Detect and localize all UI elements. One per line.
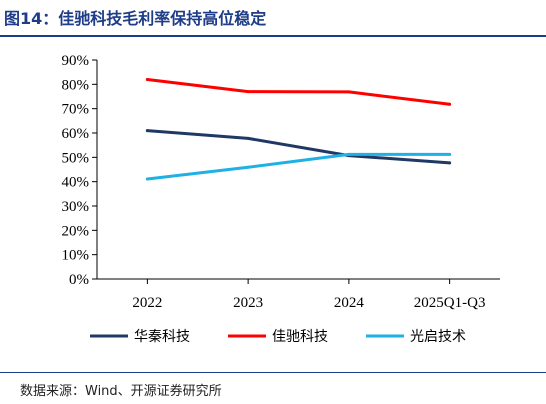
y-tick-label: 90% [62, 53, 90, 69]
y-tick-label: 30% [62, 199, 90, 215]
legend-label: 华秦科技 [134, 329, 190, 345]
x-tick-label: 2024 [334, 295, 365, 311]
legend: 华秦科技 佳驰科技 光启技术 [90, 329, 466, 345]
series-lines [145, 77, 452, 181]
y-tick-label: 0% [69, 272, 89, 288]
data-point [347, 90, 351, 94]
data-point [448, 161, 452, 165]
data-point [246, 165, 250, 169]
data-point [448, 152, 452, 156]
figure-title: 图14：佳驰科技毛利率保持高位稳定 [4, 9, 267, 28]
y-axis: 0% 10% 20% 30% 40% 50% 60% 70% 80% 90% [62, 53, 98, 288]
y-tick-label: 70% [62, 102, 90, 118]
source-divider [0, 372, 546, 373]
title-divider [0, 35, 546, 37]
y-tick-label: 20% [62, 223, 90, 239]
data-point [145, 129, 149, 133]
data-point [145, 177, 149, 181]
data-point [448, 102, 452, 106]
data-point [246, 90, 250, 94]
y-tick-label: 10% [62, 248, 90, 264]
legend-label: 佳驰科技 [272, 329, 328, 345]
x-tick-label: 2023 [233, 295, 263, 311]
x-tick-label: 2022 [132, 295, 162, 311]
data-point [347, 152, 351, 156]
x-tick-label: 2025Q1-Q3 [414, 295, 486, 311]
y-tick-label: 50% [62, 150, 90, 166]
line-chart: 0%10%20%30%40%50%60%70%80%90% 2022 2023 20… [62, 53, 500, 345]
x-axis: 2022 2023 2024 2025Q1-Q3 [97, 278, 500, 311]
y-tick-label: 60% [62, 126, 90, 142]
y-tick-label: 80% [62, 77, 90, 93]
legend-label: 光启技术 [410, 329, 466, 345]
data-point [246, 136, 250, 140]
source-note: 数据来源：Wind、开源证券研究所 [20, 384, 222, 399]
series-line-2 [145, 78, 452, 106]
y-tick-label: 40% [62, 175, 90, 191]
series-line-3 [145, 152, 452, 181]
data-point [145, 77, 149, 81]
series-line-1 [145, 129, 452, 165]
